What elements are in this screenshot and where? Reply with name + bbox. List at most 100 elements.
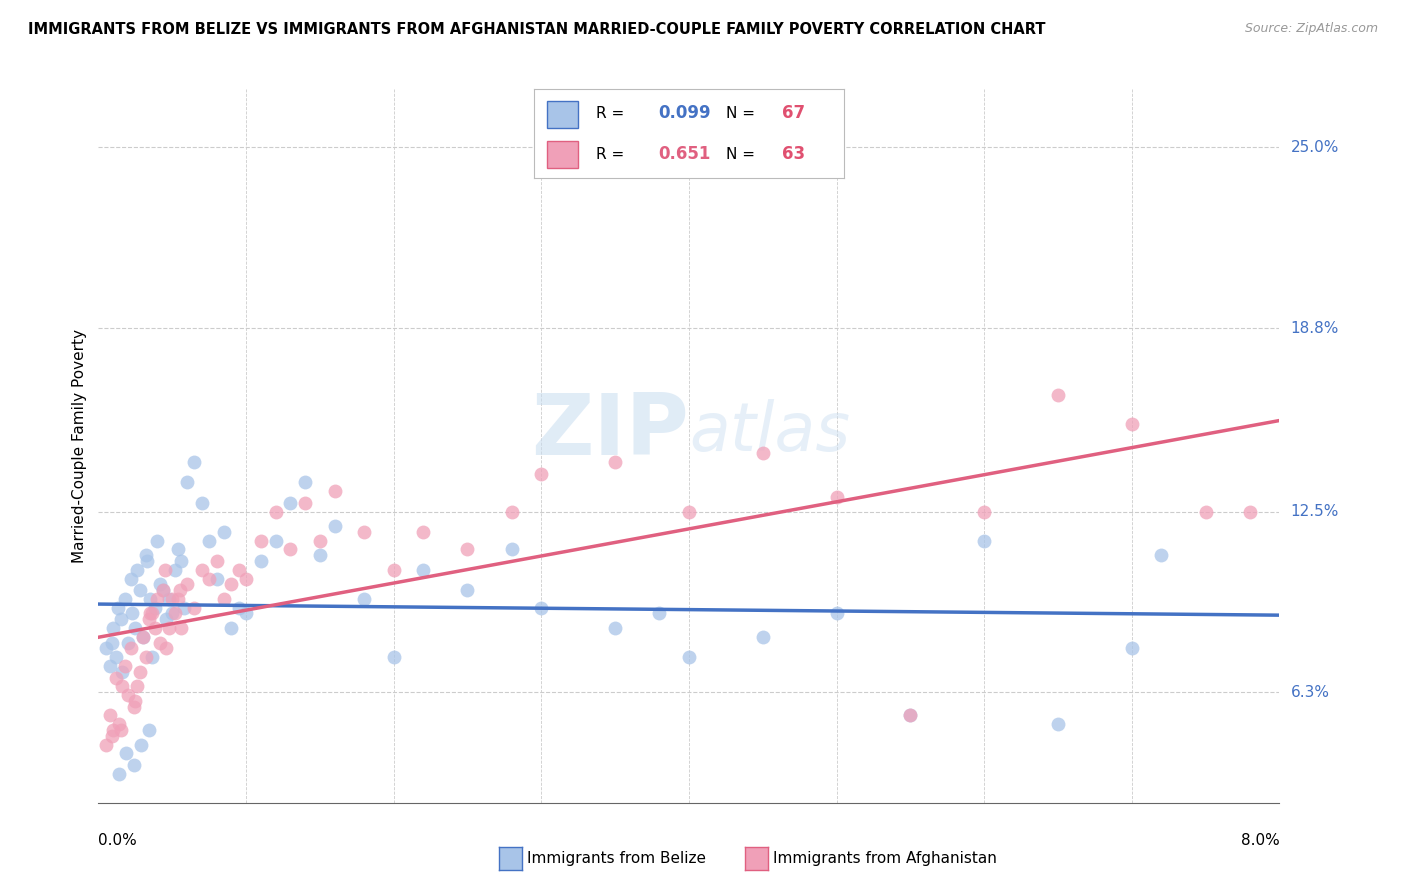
Point: [120, 641, 142, 656]
Point: [294, 475, 316, 490]
Point: [353, 591, 375, 606]
Point: [103, 621, 125, 635]
Text: R =: R =: [596, 106, 630, 120]
Point: [114, 659, 136, 673]
Text: ZIP: ZIP: [531, 390, 689, 474]
Point: [114, 591, 136, 606]
Point: [146, 591, 169, 606]
Point: [146, 533, 169, 548]
Point: [1194, 504, 1216, 518]
Point: [138, 612, 160, 626]
Text: IMMIGRANTS FROM BELIZE VS IMMIGRANTS FROM AFGHANISTAN MARRIED-COUPLE FAMILY POVE: IMMIGRANTS FROM BELIZE VS IMMIGRANTS FRO…: [28, 22, 1046, 37]
Text: 0.099: 0.099: [658, 104, 710, 122]
FancyBboxPatch shape: [547, 141, 578, 168]
Point: [183, 455, 205, 469]
Point: [605, 455, 627, 469]
Point: [308, 533, 332, 548]
Point: [111, 679, 134, 693]
Point: [135, 650, 157, 665]
Point: [323, 519, 346, 533]
Point: [198, 533, 221, 548]
Point: [125, 679, 148, 693]
Point: [135, 548, 157, 562]
Point: [110, 723, 132, 737]
Text: 67: 67: [782, 104, 804, 122]
Point: [250, 554, 273, 568]
Point: [108, 717, 131, 731]
Point: [456, 583, 478, 598]
Point: [103, 723, 125, 737]
Point: [94, 738, 117, 752]
Point: [825, 607, 848, 621]
Point: [278, 542, 301, 557]
Point: [250, 533, 273, 548]
Text: 18.8%: 18.8%: [1291, 320, 1339, 335]
Text: 12.5%: 12.5%: [1291, 504, 1339, 519]
Point: [825, 490, 848, 504]
Point: [153, 563, 176, 577]
Point: [278, 496, 301, 510]
Point: [170, 621, 193, 635]
Point: [149, 577, 172, 591]
Point: [125, 563, 148, 577]
Point: [1239, 504, 1261, 518]
Point: [155, 612, 177, 626]
Point: [294, 496, 316, 510]
Point: [264, 504, 287, 518]
Point: [751, 446, 773, 460]
Point: [155, 641, 177, 656]
Point: [108, 766, 131, 780]
Point: [898, 708, 921, 723]
Point: [128, 665, 150, 679]
Point: [141, 650, 163, 665]
Point: [648, 607, 671, 621]
Point: [973, 533, 995, 548]
FancyBboxPatch shape: [547, 101, 578, 128]
Point: [205, 554, 228, 568]
Point: [205, 572, 228, 586]
Point: [167, 591, 190, 606]
Point: [212, 524, 235, 539]
Point: [412, 563, 434, 577]
Point: [678, 650, 700, 665]
Point: [176, 577, 198, 591]
Point: [132, 630, 155, 644]
Text: 63: 63: [782, 145, 804, 163]
Point: [169, 583, 191, 598]
Point: [105, 650, 128, 665]
Point: [235, 607, 257, 621]
Point: [162, 591, 183, 606]
Point: [382, 650, 405, 665]
Point: [124, 621, 146, 635]
Point: [152, 583, 174, 598]
Point: [128, 583, 150, 598]
Point: [898, 708, 921, 723]
Point: [412, 524, 434, 539]
Point: [751, 630, 773, 644]
Point: [136, 554, 159, 568]
Text: N =: N =: [725, 147, 759, 161]
Point: [100, 729, 122, 743]
Point: [228, 600, 250, 615]
Point: [152, 583, 174, 598]
Text: Source: ZipAtlas.com: Source: ZipAtlas.com: [1244, 22, 1378, 36]
Point: [219, 621, 242, 635]
Point: [1046, 717, 1069, 731]
Point: [165, 563, 187, 577]
Point: [94, 641, 117, 656]
Point: [1121, 417, 1143, 432]
Point: [170, 554, 193, 568]
Point: [117, 688, 139, 702]
Point: [678, 504, 700, 518]
Point: [219, 577, 242, 591]
Point: [117, 635, 139, 649]
Point: [176, 475, 198, 490]
Point: [98, 708, 121, 723]
Text: 0.0%: 0.0%: [98, 833, 138, 848]
Point: [105, 671, 128, 685]
Point: [190, 563, 214, 577]
Point: [110, 612, 132, 626]
Point: [530, 600, 553, 615]
Point: [129, 738, 152, 752]
Point: [120, 572, 142, 586]
